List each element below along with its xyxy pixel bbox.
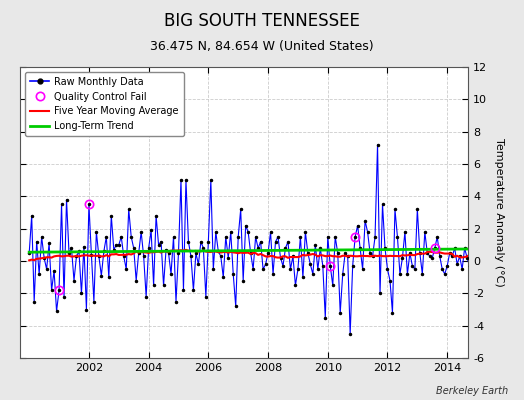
Y-axis label: Temperature Anomaly (°C): Temperature Anomaly (°C) (494, 138, 504, 287)
Title: 36.475 N, 84.654 W (United States): 36.475 N, 84.654 W (United States) (0, 399, 1, 400)
Text: BIG SOUTH TENNESSEE: BIG SOUTH TENNESSEE (164, 12, 360, 30)
Text: Berkeley Earth: Berkeley Earth (436, 386, 508, 396)
Text: 36.475 N, 84.654 W (United States): 36.475 N, 84.654 W (United States) (150, 40, 374, 53)
Legend: Raw Monthly Data, Quality Control Fail, Five Year Moving Average, Long-Term Tren: Raw Monthly Data, Quality Control Fail, … (25, 72, 183, 136)
